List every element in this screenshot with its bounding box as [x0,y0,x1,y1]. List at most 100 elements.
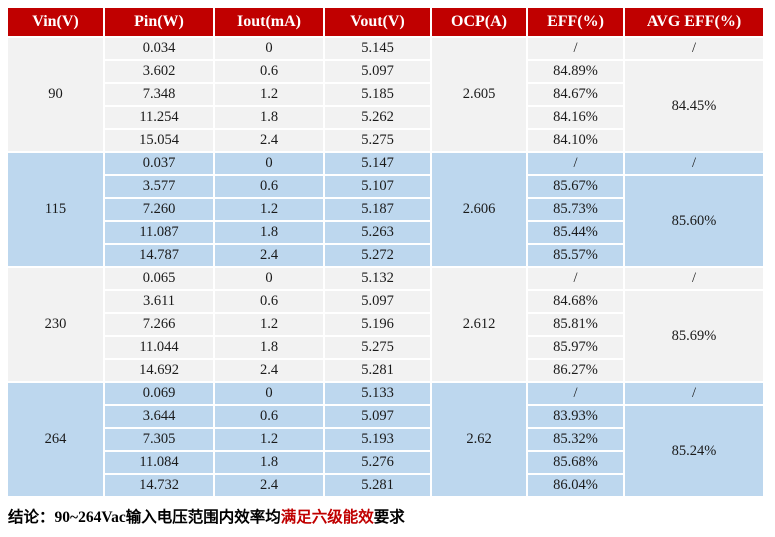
ocp-cell: 2.605 [432,38,526,151]
table-row: 14.692 2.4 5.281 86.27% [8,360,763,381]
conclusion-highlight: 满足六级能效 [280,509,374,526]
iout-cell: 0 [215,383,323,404]
header-pin: Pin(W) [105,8,213,36]
iout-cell: 0.6 [215,176,323,197]
iout-cell: 2.4 [215,130,323,151]
pin-cell: 3.577 [105,176,213,197]
conclusion-after: 要求 [373,509,405,526]
conclusion-prefix: 结论： [8,509,55,526]
avg-eff-cell: 85.24% [625,406,763,496]
header-vin: Vin(V) [8,8,103,36]
iout-cell: 2.4 [215,360,323,381]
pin-cell: 11.044 [105,337,213,358]
eff-cell: 85.44% [528,222,623,243]
ocp-cell: 2.612 [432,268,526,381]
vout-cell: 5.262 [325,107,430,128]
pin-cell: 0.034 [105,38,213,59]
pin-cell: 3.602 [105,61,213,82]
eff-cell: / [528,383,623,404]
table-row: 7.348 1.2 5.185 84.67% [8,84,763,105]
avg-eff-cell: 84.45% [625,61,763,151]
pin-cell: 11.084 [105,452,213,473]
vout-cell: 5.145 [325,38,430,59]
table-row: 3.611 0.6 5.097 84.68% 85.69% [8,291,763,381]
vout-cell: 5.276 [325,452,430,473]
table-row: 11.044 1.8 5.275 85.97% [8,337,763,358]
vin-cell: 90 [8,38,103,151]
eff-cell: 85.57% [528,245,623,266]
table-row: 115 0.037 0 5.147 2.606 / / [8,153,763,266]
pin-cell: 7.260 [105,199,213,220]
iout-cell: 1.8 [215,452,323,473]
iout-cell: 0 [215,38,323,59]
ocp-cell: 2.62 [432,383,526,496]
vout-cell: 5.132 [325,268,430,289]
table-row: 230 0.065 0 5.132 2.612 / / [8,268,763,381]
eff-cell: / [528,38,623,59]
vout-cell: 5.196 [325,314,430,335]
pin-cell: 0.069 [105,383,213,404]
pin-cell: 0.065 [105,268,213,289]
eff-cell: 83.93% [528,406,623,427]
table-row: 15.054 2.4 5.275 84.10% [8,130,763,151]
vout-cell: 5.193 [325,429,430,450]
iout-cell: 1.8 [215,337,323,358]
table-row: 3.602 0.6 5.097 84.89% 84.45% [8,61,763,151]
conclusion-text: 结论：90~264Vac输入电压范围内效率均满足六级能效要求 [8,505,775,527]
vin-cell: 115 [8,153,103,266]
eff-cell: 85.81% [528,314,623,335]
iout-cell: 1.8 [215,222,323,243]
eff-cell: / [528,153,623,174]
iout-cell: 0.6 [215,406,323,427]
avg-eff-cell: 85.60% [625,176,763,266]
pin-cell: 14.787 [105,245,213,266]
header-row: Vin(V) Pin(W) Iout(mA) Vout(V) OCP(A) EF… [8,8,763,36]
eff-cell: 85.68% [528,452,623,473]
eff-cell: 85.73% [528,199,623,220]
iout-cell: 0.6 [215,61,323,82]
conclusion-before: 90~264Vac输入电压范围内效率均 [54,509,281,526]
iout-cell: 2.4 [215,475,323,496]
pin-cell: 7.348 [105,84,213,105]
avg-eff-cell: 85.69% [625,291,763,381]
vin-cell: 230 [8,268,103,381]
iout-cell: 0.6 [215,291,323,312]
iout-cell: 2.4 [215,245,323,266]
iout-cell: 0 [215,153,323,174]
table-row: 3.577 0.6 5.107 85.67% 85.60% [8,176,763,266]
vout-cell: 5.187 [325,199,430,220]
eff-cell: 84.68% [528,291,623,312]
table-row: 7.266 1.2 5.196 85.81% [8,314,763,335]
pin-cell: 7.266 [105,314,213,335]
iout-cell: 1.2 [215,199,323,220]
iout-cell: 1.8 [215,107,323,128]
table-row: 90 0.034 0 5.145 2.605 / / [8,38,763,151]
eff-cell: 84.10% [528,130,623,151]
pin-cell: 3.644 [105,406,213,427]
pin-cell: 7.305 [105,429,213,450]
vout-cell: 5.281 [325,475,430,496]
eff-cell: 86.27% [528,360,623,381]
vout-cell: 5.133 [325,383,430,404]
pin-cell: 11.254 [105,107,213,128]
header-avg-eff: AVG EFF(%) [625,8,763,36]
eff-cell: 85.67% [528,176,623,197]
pin-cell: 15.054 [105,130,213,151]
eff-cell: 86.04% [528,475,623,496]
eff-cell: 84.89% [528,61,623,82]
vout-cell: 5.097 [325,406,430,427]
eff-cell: 84.16% [528,107,623,128]
header-vout: Vout(V) [325,8,430,36]
avg-eff-na-cell: / [625,268,763,289]
table-row: 3.644 0.6 5.097 83.93% 85.24% [8,406,763,496]
vout-cell: 5.097 [325,291,430,312]
table-row: 14.732 2.4 5.281 86.04% [8,475,763,496]
eff-cell: 84.67% [528,84,623,105]
iout-cell: 1.2 [215,429,323,450]
vout-cell: 5.107 [325,176,430,197]
vout-cell: 5.275 [325,337,430,358]
vout-cell: 5.263 [325,222,430,243]
vout-cell: 5.281 [325,360,430,381]
iout-cell: 1.2 [215,84,323,105]
